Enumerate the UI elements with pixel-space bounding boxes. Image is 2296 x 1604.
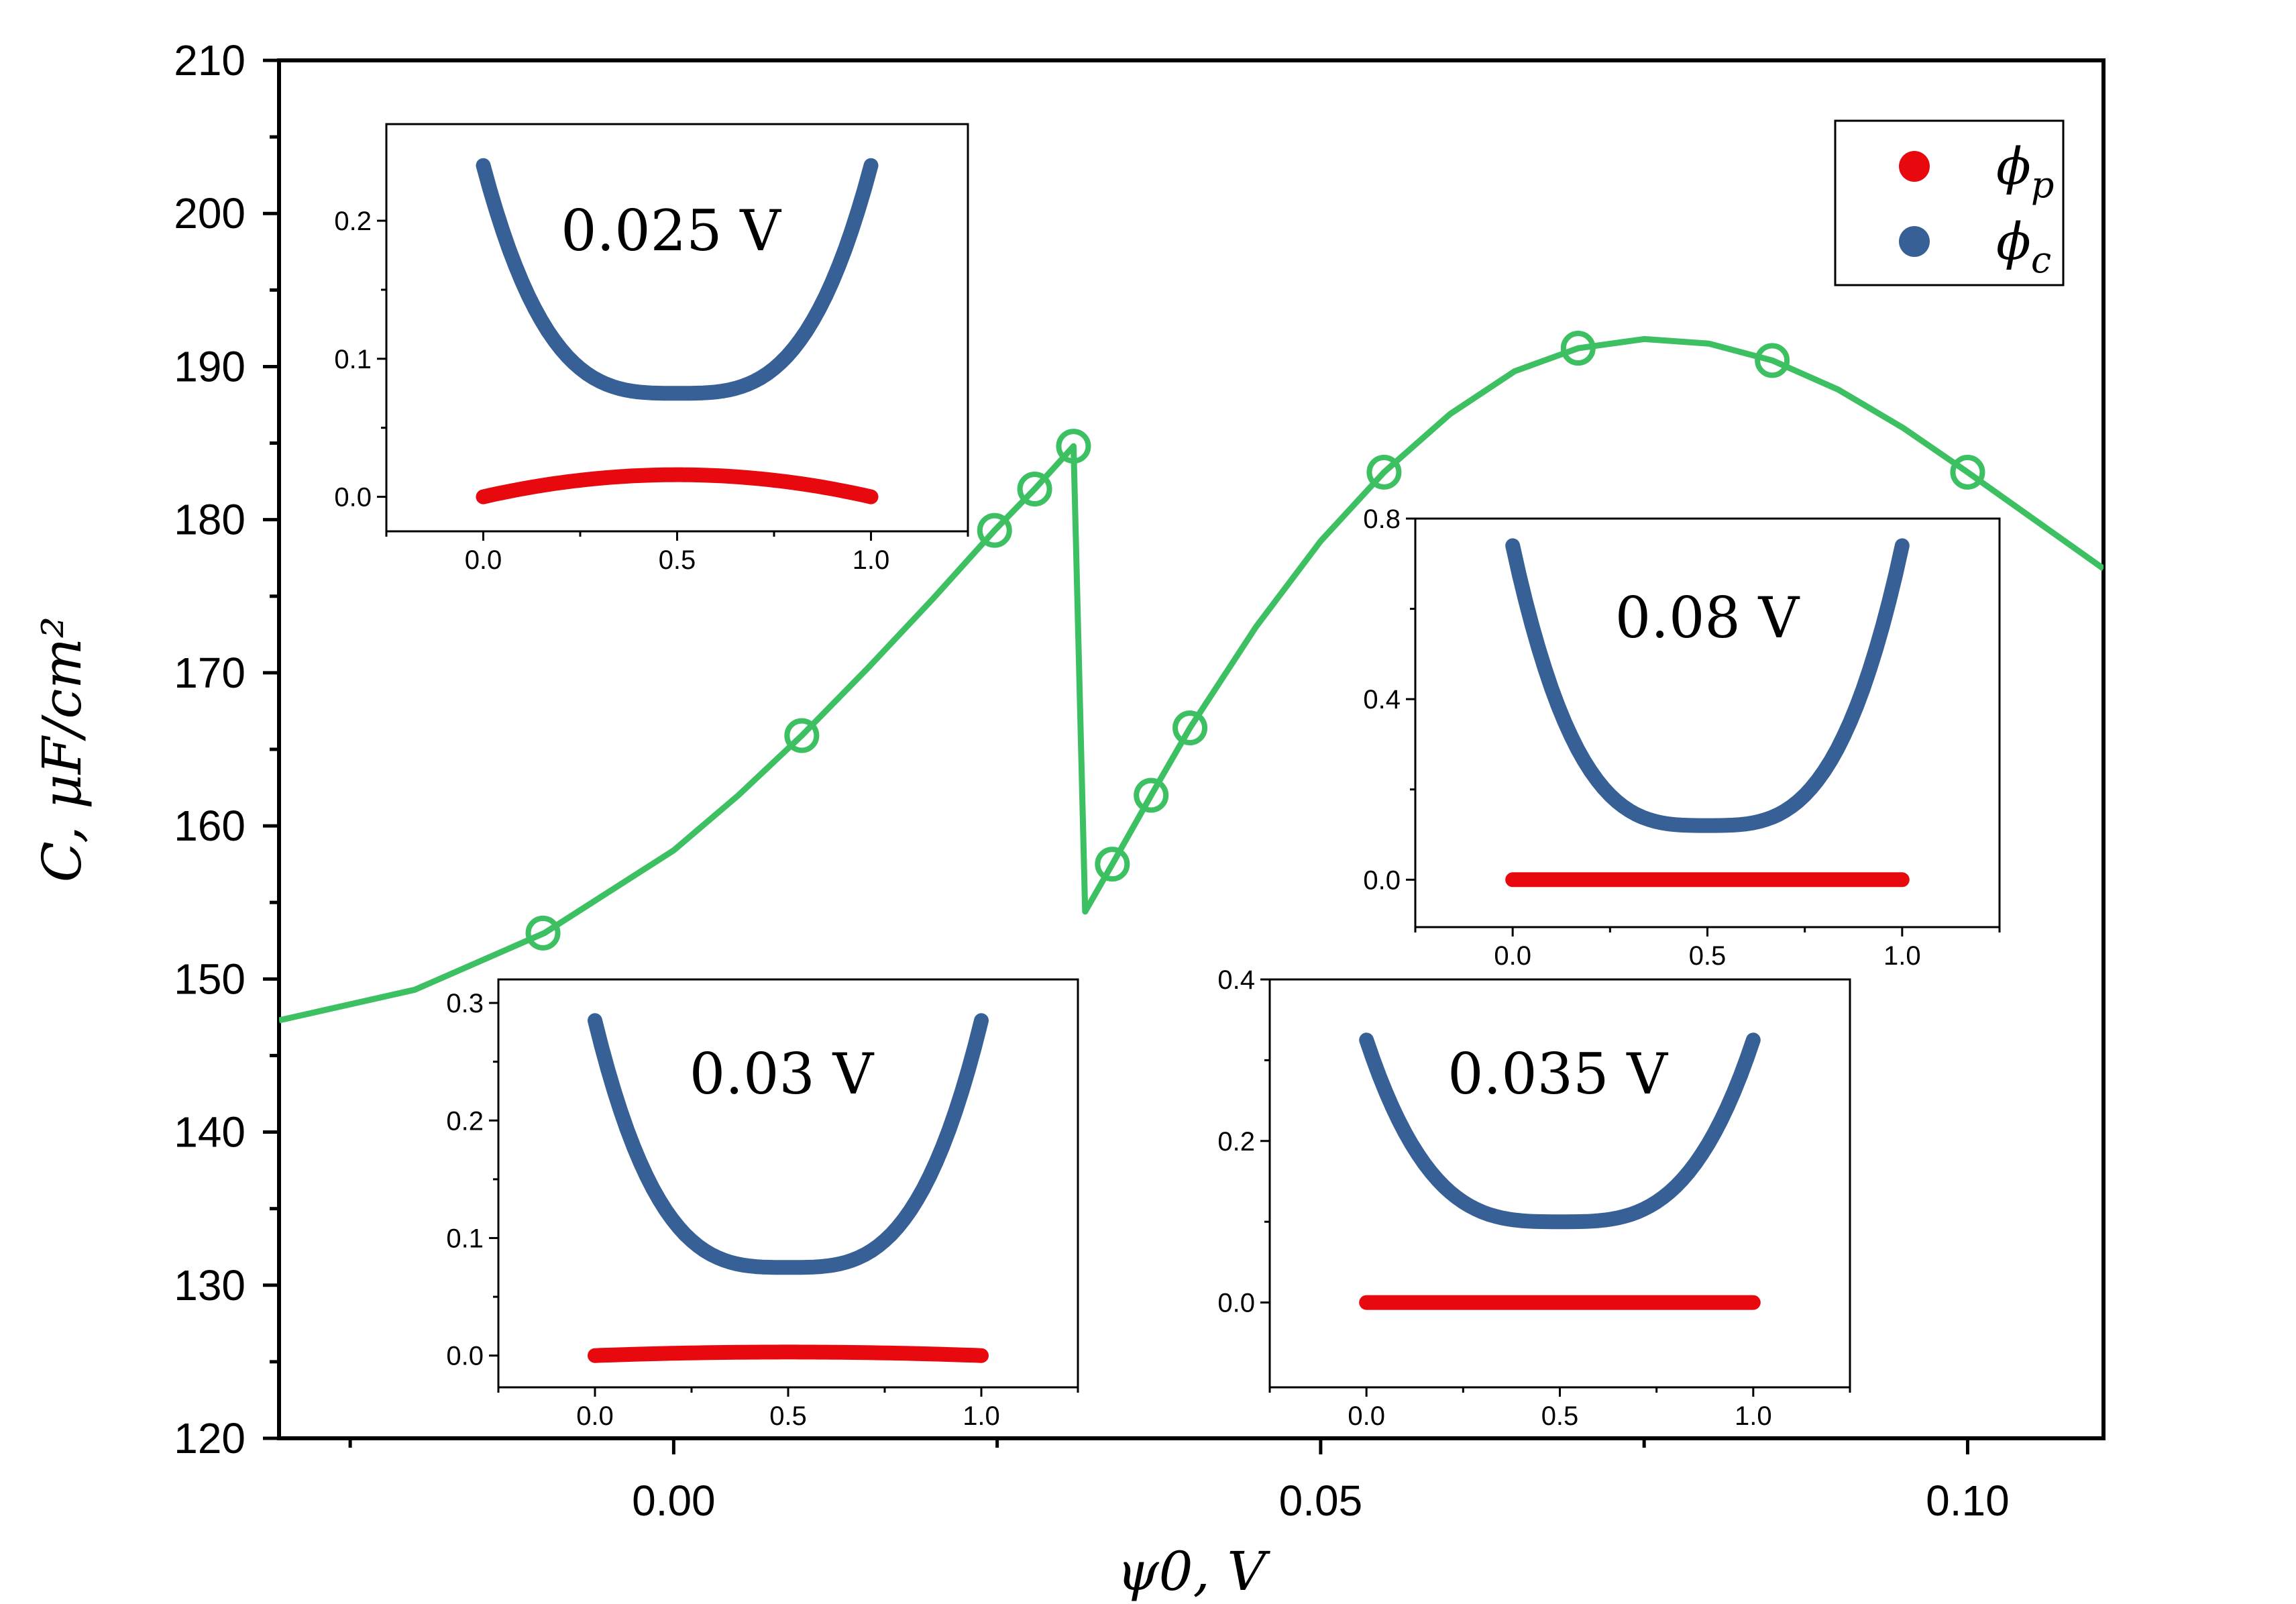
data-point-marker (525, 915, 561, 951)
inset-x-tick-label: 0.0 (1494, 941, 1531, 971)
x-tick-label: 0.00 (632, 1477, 716, 1525)
inset-y-tick-label: 0.4 (1363, 685, 1401, 714)
inset-y-tick-label: 0.3 (446, 989, 484, 1018)
inset-y-tick-label: 0.0 (1217, 1289, 1255, 1318)
legend-symbol: ϕ (1996, 211, 2031, 271)
legend-subscript: p (2031, 164, 2055, 206)
y-axis-label: C, μF/cm² (31, 617, 93, 882)
inset-x-tick-label: 0.0 (576, 1401, 614, 1431)
inset-y-tick-label: 0.0 (446, 1342, 484, 1371)
inset-series-phi-c (1359, 1032, 1761, 1230)
data-point-marker (1366, 454, 1402, 490)
data-point-marker (1095, 847, 1130, 882)
data-point-marker (1950, 454, 1985, 490)
inset-x-tick-label: 0.0 (465, 545, 502, 575)
legend-subscript: c (2031, 239, 2051, 281)
data-point-marker (1134, 778, 1169, 813)
legend-marker (1899, 226, 1930, 257)
main-plot: 120 130 140 150 160 170 180 190 200 210 0.00 0.05 0.… (31, 36, 2106, 1603)
inset-y-tick-label: 0.8 (1363, 504, 1401, 534)
y-tick-label: 200 (174, 189, 245, 237)
inset-y-tick-label: 0.2 (446, 1106, 484, 1136)
inset-y-tick-label: 0.1 (334, 345, 372, 374)
inset-frame (1414, 517, 2001, 928)
inset-y-tick-label: 0.2 (334, 207, 372, 236)
y-tick-label: 150 (174, 955, 245, 1003)
y-tick-label: 190 (174, 342, 245, 390)
y-tick-label: 170 (174, 649, 245, 697)
y-tick-label: 140 (174, 1108, 245, 1157)
y-tick-label: 130 (174, 1261, 245, 1309)
y-tick-label: 210 (174, 36, 245, 85)
inset-x-tick-label: 1.0 (853, 545, 890, 575)
y-tick-label: 120 (174, 1414, 245, 1462)
inset-x-tick-label: 0.5 (769, 1401, 807, 1431)
y-tick-label: 180 (174, 496, 245, 544)
inset-series-phi-c (476, 158, 879, 401)
inset-y-tick-label: 0.0 (334, 483, 372, 513)
data-point-marker (1560, 331, 1596, 366)
x-tick-label: 0.10 (1926, 1477, 2010, 1525)
data-point-marker (1755, 343, 1790, 378)
data-point-marker (1056, 429, 1091, 464)
inset-0-03V: 0.0 0.1 0.2 0.3 0.0 0.5 1.0 0.03 V (446, 978, 1079, 1431)
inset-series-phi-c (588, 1013, 989, 1275)
inset-y-tick-label: 0.0 (1363, 865, 1401, 895)
legend-symbol: ϕ (1996, 136, 2031, 196)
x-axis-label: ψ0, V (1117, 1540, 1270, 1603)
y-tick-label: 160 (174, 802, 245, 850)
inset-y-tick-label: 0.4 (1217, 965, 1255, 995)
inset-annotation: 0.035 V (1447, 1041, 1668, 1107)
insets: 0.0 0.1 0.2 0.0 0.5 1.0 0.025 V 0.0 0.4 0.8 0.0 0.5… (334, 123, 2001, 1431)
series-line-capacitance (279, 335, 2103, 1024)
legend-marker (1899, 151, 1930, 182)
inset-0-08V: 0.0 0.4 0.8 0.0 0.5 1.0 0.08 V (1363, 504, 2001, 971)
inset-annotation: 0.025 V (561, 198, 781, 264)
x-tick-label: 0.05 (1279, 1477, 1363, 1525)
inset-y-tick-label: 0.1 (446, 1224, 484, 1253)
data-point-marker (1017, 472, 1052, 507)
data-point-marker (977, 513, 1012, 548)
inset-0-025V: 0.0 0.1 0.2 0.0 0.5 1.0 0.025 V (334, 123, 969, 575)
inset-series-phi-p (476, 467, 879, 504)
data-point-marker (1172, 710, 1208, 746)
inset-series-phi-p (588, 1344, 989, 1363)
inset-x-tick-label: 0.5 (1689, 941, 1727, 971)
inset-x-tick-label: 1.0 (1735, 1401, 1772, 1431)
legend-label: ϕc (1996, 211, 2051, 281)
inset-annotation: 0.03 V (690, 1041, 875, 1107)
inset-x-tick-label: 1.0 (963, 1401, 1000, 1431)
inset-x-tick-label: 1.0 (1883, 941, 1921, 971)
inset-x-tick-label: 0.0 (1348, 1401, 1385, 1431)
data-point-marker (784, 718, 820, 753)
inset-y-tick-label: 0.2 (1217, 1127, 1255, 1157)
legend-box (1834, 119, 2065, 286)
inset-x-tick-label: 0.5 (659, 545, 696, 575)
inset-0-035V: 0.0 0.2 0.4 0.0 0.5 1.0 0.035 V (1217, 965, 1851, 1431)
inset-x-tick-label: 0.5 (1541, 1401, 1579, 1431)
legend-label: ϕp (1996, 136, 2054, 206)
inset-series-phi-c (1505, 538, 1910, 833)
inset-annotation: 0.08 V (1615, 585, 1800, 651)
